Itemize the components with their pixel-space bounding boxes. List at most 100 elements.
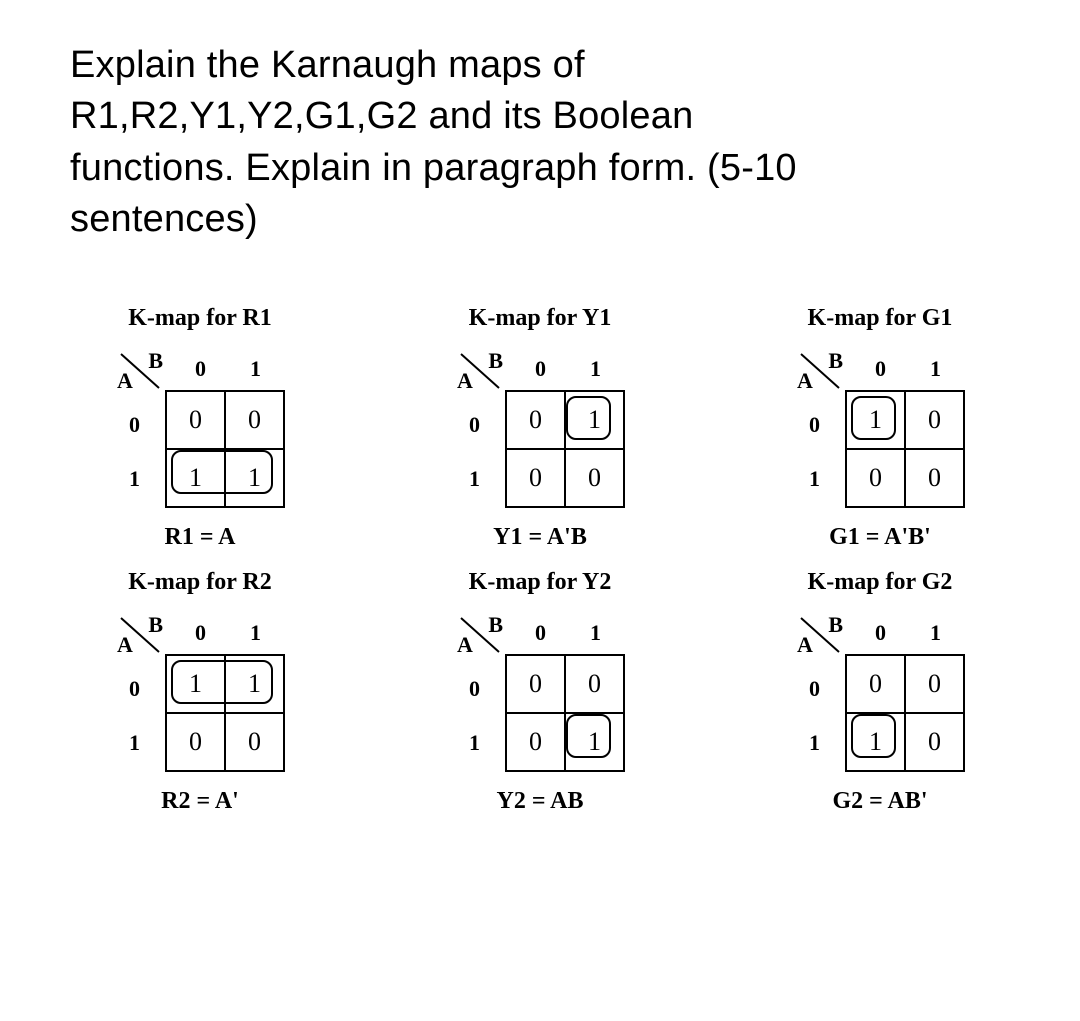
col-header: 0 bbox=[853, 356, 908, 382]
row-var-label: A bbox=[117, 368, 133, 394]
col-header: 0 bbox=[513, 356, 568, 382]
row-var-label: A bbox=[457, 368, 473, 394]
row-header: 0 bbox=[129, 662, 140, 716]
kmap-cell: 0 bbox=[166, 713, 225, 771]
row-headers: 01 bbox=[469, 662, 480, 770]
kmap-table: 1000 bbox=[845, 390, 965, 508]
kmap-corner: AB bbox=[115, 614, 165, 656]
kmap-cell: 0 bbox=[565, 655, 624, 713]
kmap-cell: 0 bbox=[225, 391, 284, 449]
row-header: 1 bbox=[469, 716, 480, 770]
kmap-holder: AB01010011 bbox=[115, 350, 285, 510]
kmap-corner: AB bbox=[795, 614, 845, 656]
kmap-title: K-map for R1 bbox=[128, 305, 272, 332]
kmap-cell: 1 bbox=[225, 449, 284, 507]
kmap-cell: 0 bbox=[905, 449, 964, 507]
kmap-holder: AB01010010 bbox=[795, 614, 965, 774]
row-headers: 01 bbox=[809, 662, 820, 770]
kmaps-grid: K-map for R1AB01010011R1 = AK-map for Y1… bbox=[70, 305, 1010, 823]
kmap-block-5: K-map for G2AB01010010G2 = AB' bbox=[795, 569, 965, 823]
kmap-function: R2 = A' bbox=[161, 788, 239, 815]
kmap-cell: 0 bbox=[905, 391, 964, 449]
question-line-2: R1,R2,Y1,Y2,G1,G2 and its Boolean bbox=[70, 95, 693, 137]
kmap-cell: 0 bbox=[225, 713, 284, 771]
question-line-3: functions. Explain in paragraph form. (5… bbox=[70, 147, 797, 189]
question-line-1: Explain the Karnaugh maps of bbox=[70, 44, 585, 86]
row-headers: 01 bbox=[469, 398, 480, 506]
kmap-cell: 1 bbox=[166, 449, 225, 507]
kmap-corner: AB bbox=[455, 350, 505, 392]
col-var-label: B bbox=[148, 612, 163, 638]
col-header: 0 bbox=[853, 620, 908, 646]
row-var-label: A bbox=[797, 632, 813, 658]
kmap-cell: 1 bbox=[846, 391, 905, 449]
col-header: 1 bbox=[228, 356, 283, 382]
kmap-function: G2 = AB' bbox=[832, 788, 927, 815]
row-header: 1 bbox=[129, 452, 140, 506]
kmap-corner: AB bbox=[115, 350, 165, 392]
col-headers: 01 bbox=[853, 356, 963, 382]
col-var-label: B bbox=[828, 612, 843, 638]
row-headers: 01 bbox=[129, 398, 140, 506]
col-header: 0 bbox=[173, 620, 228, 646]
row-header: 1 bbox=[129, 716, 140, 770]
col-header: 1 bbox=[568, 356, 623, 382]
row-header: 0 bbox=[809, 398, 820, 452]
kmap-cell: 0 bbox=[166, 391, 225, 449]
kmap-cell: 0 bbox=[905, 655, 964, 713]
row-var-label: A bbox=[457, 632, 473, 658]
page: Explain the Karnaugh maps of R1,R2,Y1,Y2… bbox=[0, 0, 1080, 863]
kmap-cell: 0 bbox=[846, 655, 905, 713]
kmap-function: Y2 = AB bbox=[496, 788, 583, 815]
row-header: 0 bbox=[469, 662, 480, 716]
kmap-block-2: K-map for G1AB01011000G1 = A'B' bbox=[795, 305, 965, 559]
col-headers: 01 bbox=[513, 356, 623, 382]
kmap-block-1: K-map for Y1AB01010100Y1 = A'B bbox=[455, 305, 625, 559]
kmap-holder: AB01010001 bbox=[455, 614, 625, 774]
kmap-title: K-map for Y2 bbox=[469, 569, 612, 596]
kmap-table: 0001 bbox=[505, 654, 625, 772]
col-headers: 01 bbox=[173, 620, 283, 646]
col-var-label: B bbox=[148, 348, 163, 374]
kmap-cell: 0 bbox=[506, 391, 565, 449]
col-header: 1 bbox=[908, 620, 963, 646]
col-var-label: B bbox=[488, 348, 503, 374]
kmap-table: 0100 bbox=[505, 390, 625, 508]
kmap-corner: AB bbox=[795, 350, 845, 392]
row-header: 1 bbox=[809, 716, 820, 770]
kmap-function: G1 = A'B' bbox=[829, 524, 931, 551]
kmap-table: 0010 bbox=[845, 654, 965, 772]
kmap-cell: 1 bbox=[166, 655, 225, 713]
col-headers: 01 bbox=[173, 356, 283, 382]
kmap-table: 0011 bbox=[165, 390, 285, 508]
row-header: 0 bbox=[809, 662, 820, 716]
kmap-function: Y1 = A'B bbox=[493, 524, 587, 551]
col-header: 1 bbox=[228, 620, 283, 646]
kmap-cell: 0 bbox=[905, 713, 964, 771]
kmap-cell: 1 bbox=[846, 713, 905, 771]
kmap-holder: AB01010100 bbox=[455, 350, 625, 510]
kmap-holder: AB01011100 bbox=[115, 614, 285, 774]
kmap-block-0: K-map for R1AB01010011R1 = A bbox=[115, 305, 285, 559]
row-var-label: A bbox=[797, 368, 813, 394]
kmap-cell: 1 bbox=[565, 391, 624, 449]
col-headers: 01 bbox=[513, 620, 623, 646]
row-header: 0 bbox=[469, 398, 480, 452]
kmap-corner: AB bbox=[455, 614, 505, 656]
kmap-function: R1 = A bbox=[164, 524, 235, 551]
kmap-cell: 0 bbox=[846, 449, 905, 507]
col-var-label: B bbox=[488, 612, 503, 638]
col-headers: 01 bbox=[853, 620, 963, 646]
col-header: 1 bbox=[908, 356, 963, 382]
row-headers: 01 bbox=[809, 398, 820, 506]
kmap-cell: 0 bbox=[506, 713, 565, 771]
kmap-cell: 1 bbox=[225, 655, 284, 713]
kmap-cell: 0 bbox=[565, 449, 624, 507]
kmap-cell: 1 bbox=[565, 713, 624, 771]
col-var-label: B bbox=[828, 348, 843, 374]
kmap-cell: 0 bbox=[506, 655, 565, 713]
kmap-title: K-map for Y1 bbox=[469, 305, 612, 332]
kmap-block-4: K-map for Y2AB01010001Y2 = AB bbox=[455, 569, 625, 823]
row-header: 0 bbox=[129, 398, 140, 452]
row-header: 1 bbox=[469, 452, 480, 506]
